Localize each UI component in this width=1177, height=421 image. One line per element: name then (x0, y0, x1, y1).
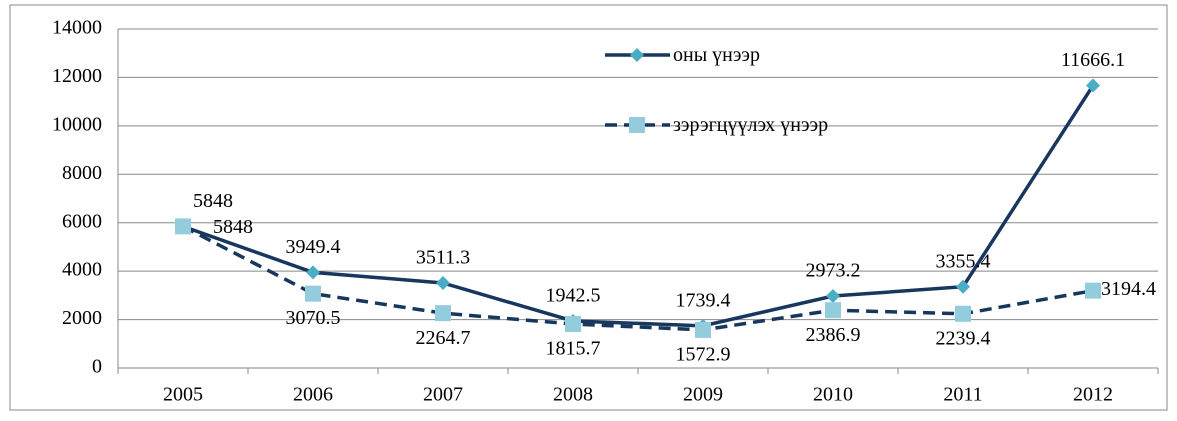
y-tick-label: 2000 (62, 307, 102, 329)
data-point (175, 218, 191, 235)
data-label: 1739.4 (676, 289, 731, 311)
x-tick-label: 2011 (943, 384, 982, 406)
data-point (1085, 282, 1101, 299)
data-label: 3070.5 (286, 307, 341, 329)
data-point (436, 275, 450, 290)
y-tick-label: 12000 (52, 65, 102, 87)
chart-border (9, 4, 1168, 411)
x-tick-label: 2007 (423, 384, 463, 406)
data-point (956, 279, 970, 294)
data-label: 2973.2 (806, 260, 861, 282)
data-label: 11666.1 (1061, 49, 1125, 71)
data-label: 3511.3 (416, 247, 470, 269)
x-tick-label: 2010 (813, 384, 853, 406)
y-tick-label: 0 (92, 356, 102, 378)
legend-label: зэрэгцүүлэх үнээр (673, 114, 829, 136)
data-label: 1942.5 (546, 285, 601, 307)
legend-label: оны үнээр (673, 44, 761, 66)
data-label: 2264.7 (416, 327, 471, 349)
data-point (825, 302, 841, 319)
data-label: 3355.4 (936, 250, 991, 272)
x-tick-label: 2005 (163, 384, 203, 406)
data-label: 1572.9 (676, 344, 731, 366)
x-tick-label: 2006 (293, 384, 333, 406)
data-point (1086, 78, 1100, 93)
y-tick-label: 10000 (52, 113, 102, 135)
data-label: 3194.4 (1101, 278, 1156, 300)
data-label: 5848 (193, 190, 233, 212)
y-tick-label: 14000 (52, 17, 102, 39)
y-tick-label: 6000 (62, 210, 102, 232)
data-label: 3949.4 (286, 236, 341, 258)
data-point (955, 305, 971, 322)
data-point (565, 316, 581, 333)
data-label: 2386.9 (806, 324, 861, 346)
data-label: 5848 (213, 216, 253, 238)
data-point (695, 321, 711, 338)
legend-marker (630, 48, 644, 62)
y-tick-label: 8000 (62, 162, 102, 184)
data-label: 2239.4 (936, 327, 991, 349)
data-point (305, 285, 321, 302)
data-point (435, 305, 451, 322)
legend-marker (629, 117, 645, 133)
data-point (826, 289, 840, 304)
y-tick-label: 4000 (62, 259, 102, 281)
series-line (182, 84, 1095, 328)
x-tick-label: 2012 (1073, 384, 1113, 406)
data-point (306, 265, 320, 280)
data-label: 1815.7 (546, 338, 601, 360)
x-tick-label: 2009 (683, 384, 723, 406)
x-tick-label: 2008 (553, 384, 593, 406)
